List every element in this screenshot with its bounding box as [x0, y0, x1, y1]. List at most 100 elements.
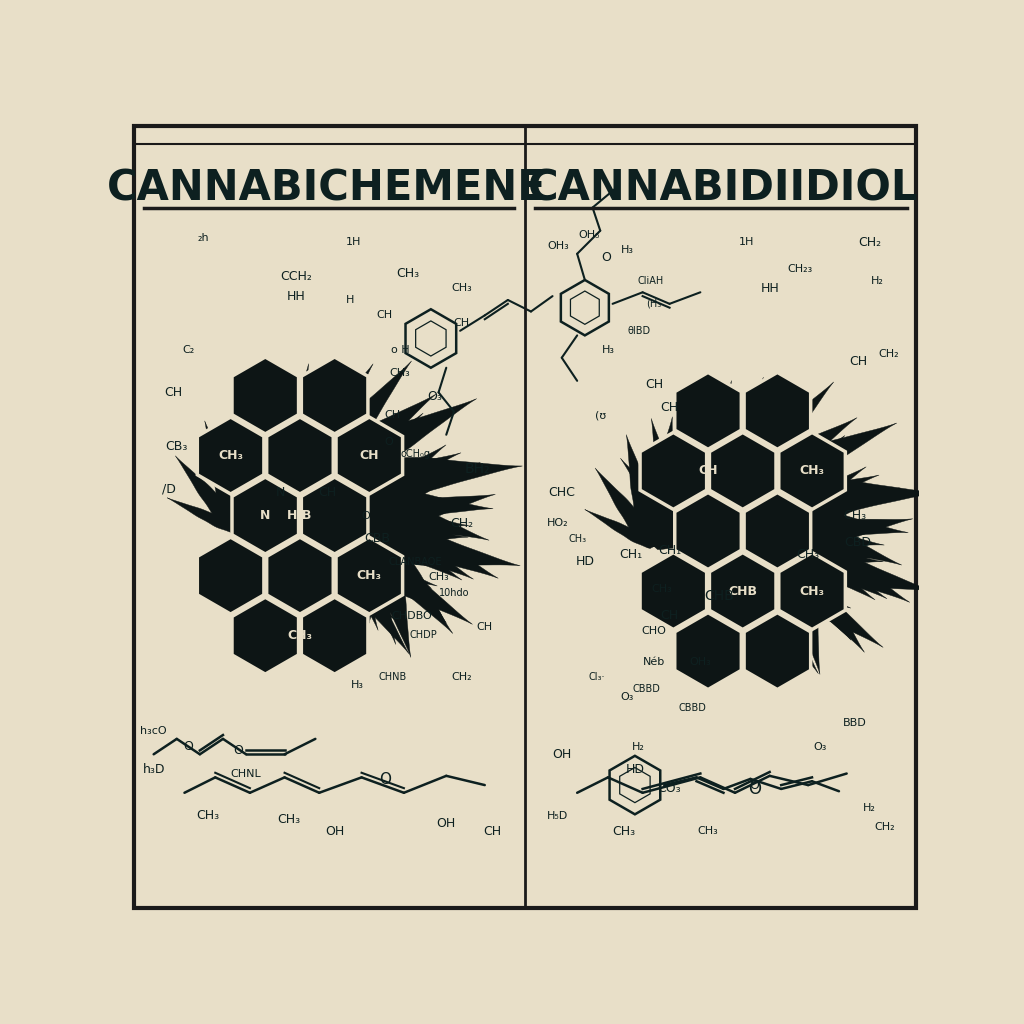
Polygon shape	[708, 532, 884, 568]
Text: CH₂: CH₂	[879, 349, 899, 358]
Text: CH: CH	[477, 623, 493, 632]
Text: H₃: H₃	[351, 680, 365, 690]
Polygon shape	[719, 500, 772, 621]
Text: CH₃: CH₃	[797, 548, 820, 560]
Text: CH₂: CH₂	[874, 822, 895, 833]
Text: (H₃: (H₃	[646, 299, 662, 309]
Polygon shape	[354, 484, 440, 519]
Polygon shape	[347, 515, 395, 644]
Polygon shape	[739, 546, 796, 629]
Polygon shape	[770, 503, 857, 535]
Text: Néb: Néb	[643, 656, 666, 667]
Polygon shape	[731, 515, 752, 626]
Polygon shape	[739, 518, 912, 557]
Polygon shape	[677, 408, 705, 515]
Polygon shape	[720, 474, 752, 562]
Text: CH: CH	[849, 355, 867, 368]
Text: CH₃: CH₃	[800, 585, 824, 598]
Text: 1H: 1H	[346, 238, 361, 247]
Polygon shape	[739, 534, 934, 592]
Text: C₂: C₂	[182, 345, 195, 355]
Polygon shape	[304, 457, 332, 547]
Polygon shape	[724, 507, 847, 568]
Polygon shape	[232, 597, 299, 674]
Polygon shape	[239, 511, 314, 534]
Polygon shape	[746, 475, 879, 522]
Text: O: O	[601, 251, 611, 264]
Text: N: N	[276, 486, 286, 499]
Text: CH₃: CH₃	[428, 572, 449, 583]
Polygon shape	[360, 531, 385, 645]
Text: CHDP: CHDP	[410, 630, 437, 640]
Text: CH: CH	[164, 386, 182, 399]
Polygon shape	[720, 382, 834, 503]
Polygon shape	[287, 395, 355, 531]
Polygon shape	[724, 475, 939, 521]
Polygon shape	[328, 530, 380, 616]
Text: CH₃: CH₃	[356, 569, 382, 582]
Text: OH₃: OH₃	[547, 241, 568, 251]
Text: CH: CH	[645, 378, 664, 391]
Polygon shape	[231, 404, 267, 515]
Polygon shape	[306, 481, 431, 589]
Text: Cl₃·: Cl₃·	[588, 673, 604, 682]
Text: CHB: CHB	[728, 585, 757, 598]
Text: H₃B: H₃B	[288, 509, 312, 522]
Polygon shape	[307, 526, 461, 559]
Text: CH₃: CH₃	[730, 705, 756, 718]
Polygon shape	[793, 543, 870, 557]
Polygon shape	[669, 397, 700, 531]
Polygon shape	[321, 427, 383, 531]
Text: o H: o H	[391, 345, 410, 355]
Text: CHNB: CHNB	[378, 673, 407, 682]
Text: CBBD: CBBD	[633, 684, 660, 694]
Polygon shape	[312, 529, 377, 577]
Text: CH₂: CH₂	[858, 236, 882, 249]
Polygon shape	[227, 400, 256, 531]
Text: CH₃: CH₃	[452, 284, 472, 294]
Text: CH₃: CH₃	[843, 509, 866, 522]
Polygon shape	[336, 417, 402, 494]
Text: CB₃: CB₃	[166, 439, 188, 453]
Polygon shape	[742, 513, 851, 640]
Polygon shape	[726, 545, 793, 588]
Text: OH₅: OH₅	[578, 229, 599, 240]
Text: CHB: CHB	[705, 590, 734, 603]
Polygon shape	[738, 467, 866, 551]
Polygon shape	[677, 505, 790, 537]
Polygon shape	[307, 398, 477, 493]
Polygon shape	[595, 468, 656, 547]
Text: O: O	[183, 740, 194, 753]
Text: O₃: O₃	[813, 741, 826, 752]
Polygon shape	[724, 490, 902, 565]
Polygon shape	[585, 510, 654, 549]
Polygon shape	[745, 441, 829, 517]
Text: CH₃: CH₃	[396, 266, 419, 280]
Polygon shape	[722, 559, 808, 641]
Polygon shape	[708, 487, 899, 558]
Text: (ʊ: (ʊ	[595, 411, 606, 421]
Text: CH: CH	[660, 401, 679, 415]
Polygon shape	[706, 546, 780, 642]
Text: CH: CH	[317, 486, 336, 499]
Polygon shape	[291, 530, 370, 623]
Polygon shape	[307, 456, 522, 503]
Polygon shape	[202, 444, 263, 516]
Polygon shape	[292, 515, 468, 550]
Polygon shape	[734, 546, 818, 674]
Polygon shape	[645, 417, 675, 547]
Text: HH: HH	[287, 290, 305, 303]
Polygon shape	[198, 538, 264, 614]
Polygon shape	[175, 456, 241, 532]
Polygon shape	[744, 373, 811, 450]
Polygon shape	[167, 498, 239, 534]
Polygon shape	[331, 492, 499, 579]
Polygon shape	[706, 435, 845, 552]
Polygon shape	[306, 544, 396, 621]
Polygon shape	[744, 493, 811, 569]
Polygon shape	[292, 463, 480, 542]
Text: CLANBAOE: CLANBAOE	[389, 557, 442, 566]
Text: ₂h: ₂h	[198, 233, 210, 244]
Text: CH₃: CH₃	[276, 813, 300, 826]
Text: H: H	[346, 295, 354, 305]
